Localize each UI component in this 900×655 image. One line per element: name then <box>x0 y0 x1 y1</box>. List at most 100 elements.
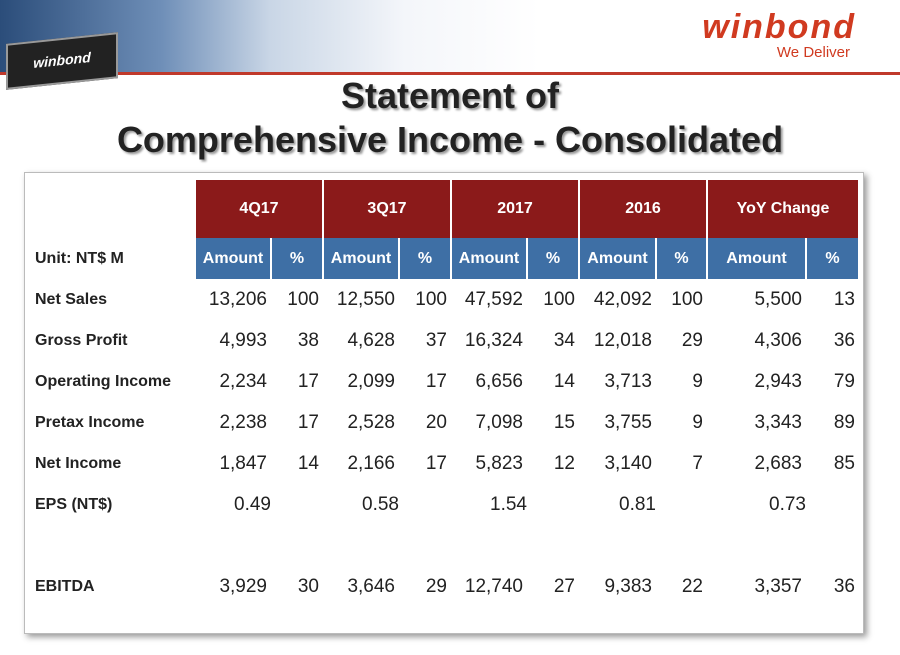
cell: 42,092 <box>593 288 652 310</box>
sub-header: % <box>806 238 860 279</box>
cell: 100 <box>415 288 447 310</box>
cell: 2,238 <box>219 411 267 433</box>
cell: 15 <box>553 411 575 433</box>
cell: 13,206 <box>208 288 267 310</box>
cell: 2,683 <box>754 452 802 474</box>
cell: 20 <box>425 411 447 433</box>
cell: 12 <box>553 452 575 474</box>
title: Comprehensive Income - Consolidated <box>116 119 784 160</box>
group-header: YoY Change <box>707 180 860 238</box>
cell: 14 <box>297 452 319 474</box>
cell: 34 <box>553 329 575 351</box>
cell: 16,324 <box>464 329 523 351</box>
cell: 100 <box>287 288 319 310</box>
cell: 1,847 <box>219 452 267 474</box>
sub-header: % <box>399 238 452 279</box>
cell: 17 <box>297 411 319 433</box>
cell: 12,550 <box>336 288 395 310</box>
sub-header: Amount <box>323 238 400 279</box>
sub-header: % <box>656 238 708 279</box>
cell: 29 <box>425 575 447 597</box>
cell: 89 <box>833 411 855 433</box>
data-row: Operating Income 2,234 17 2,099 17 6,656 14 3,7… <box>31 361 859 402</box>
cell: 2,943 <box>754 370 802 392</box>
spacer <box>31 525 859 566</box>
title: Statement of <box>340 75 560 116</box>
cell: 6,656 <box>475 370 523 392</box>
cell: 5,500 <box>754 288 802 310</box>
sub-header: Amount <box>196 238 272 279</box>
empty-cell <box>656 484 707 525</box>
cell: 36 <box>833 329 855 351</box>
row-label: Operating Income <box>35 372 172 390</box>
cell: 4,306 <box>754 329 802 351</box>
data-row: Net Income 1,847 14 2,166 17 5,823 12 3,140 7 2,6… <box>31 443 859 484</box>
cell: 9 <box>692 370 703 392</box>
data-row: Gross Profit 4,993 38 4,628 37 16,324 34 12,018… <box>31 320 859 361</box>
cell: 100 <box>671 288 703 310</box>
cell: 0.49 <box>234 493 271 515</box>
cell: 4,628 <box>347 329 395 351</box>
spacer-row <box>31 525 859 566</box>
cell: 3,755 <box>604 411 652 433</box>
cell: 2,528 <box>347 411 395 433</box>
cell: 3,929 <box>219 575 267 597</box>
sub-header: % <box>271 238 324 279</box>
data-row: Net Sales 13,206 100 12,550 100 47,592 100 42,0… <box>31 279 859 320</box>
empty-cell <box>527 484 579 525</box>
cell: 7 <box>692 452 703 474</box>
cell: 38 <box>297 329 319 351</box>
cell: 9,383 <box>604 575 652 597</box>
group-header: 2017 <box>451 180 580 238</box>
cell: 4,993 <box>219 329 267 351</box>
sub-header: Amount <box>451 238 528 279</box>
cell: 12,018 <box>593 329 652 351</box>
row-label: EPS (NT$) <box>35 495 113 513</box>
row-label: EBITDA <box>35 577 95 595</box>
cell: 0.81 <box>619 493 656 515</box>
cell: 3,357 <box>754 575 802 597</box>
tagline: We Deliver <box>776 44 850 61</box>
table: 4Q17 3Q17 2017 2016 YoY Change Unit: NT$ M Amo… <box>31 180 860 607</box>
cell: 37 <box>425 329 447 351</box>
sub-header: % <box>527 238 580 279</box>
cell: 3,713 <box>604 370 652 392</box>
group-header: 4Q17 <box>196 180 324 238</box>
row-label: Net Income <box>35 454 122 472</box>
cell: 85 <box>833 452 855 474</box>
data-row: EBITDA 3,929 30 3,646 29 12,740 27 9,383 22 3,357… <box>31 566 859 607</box>
cell: 9 <box>692 411 703 433</box>
row-label: Net Sales <box>35 290 108 308</box>
banner <box>0 0 900 72</box>
group-header-row: 4Q17 3Q17 2017 2016 YoY Change <box>31 180 860 238</box>
cell: 3,343 <box>754 411 802 433</box>
table-panel: 4Q17 3Q17 2017 2016 YoY Change Unit: NT$ M Amo… <box>24 172 864 634</box>
cell: 3,646 <box>347 575 395 597</box>
cell: 79 <box>833 370 855 392</box>
row-label: Pretax Income <box>35 413 145 431</box>
brand: winbond <box>702 8 856 46</box>
cell: 13 <box>833 288 855 310</box>
cell: 17 <box>425 452 447 474</box>
cell: 36 <box>833 575 855 597</box>
data-row: EPS (NT$) 0.49 0.58 1.54 0.81 0.73 <box>31 484 859 525</box>
cell: 2,234 <box>219 370 267 392</box>
cell: 17 <box>297 370 319 392</box>
empty-cell <box>399 484 451 525</box>
divider <box>0 72 900 75</box>
sub-header-row: Unit: NT$ M Amount% Amount% Amount% Amount% A… <box>31 238 860 279</box>
cell: 2,166 <box>347 452 395 474</box>
sub-header: Amount <box>707 238 807 279</box>
cell: 12,740 <box>464 575 523 597</box>
corner <box>31 180 196 238</box>
unit-label: Unit: NT$ M <box>35 249 124 267</box>
cell: 30 <box>297 575 319 597</box>
group-header: 3Q17 <box>323 180 452 238</box>
cell: 27 <box>553 575 575 597</box>
cell: 0.73 <box>769 493 806 515</box>
cell: 100 <box>543 288 575 310</box>
cell: 0.58 <box>362 493 399 515</box>
cell: 47,592 <box>464 288 523 310</box>
sub-header: Amount <box>579 238 657 279</box>
